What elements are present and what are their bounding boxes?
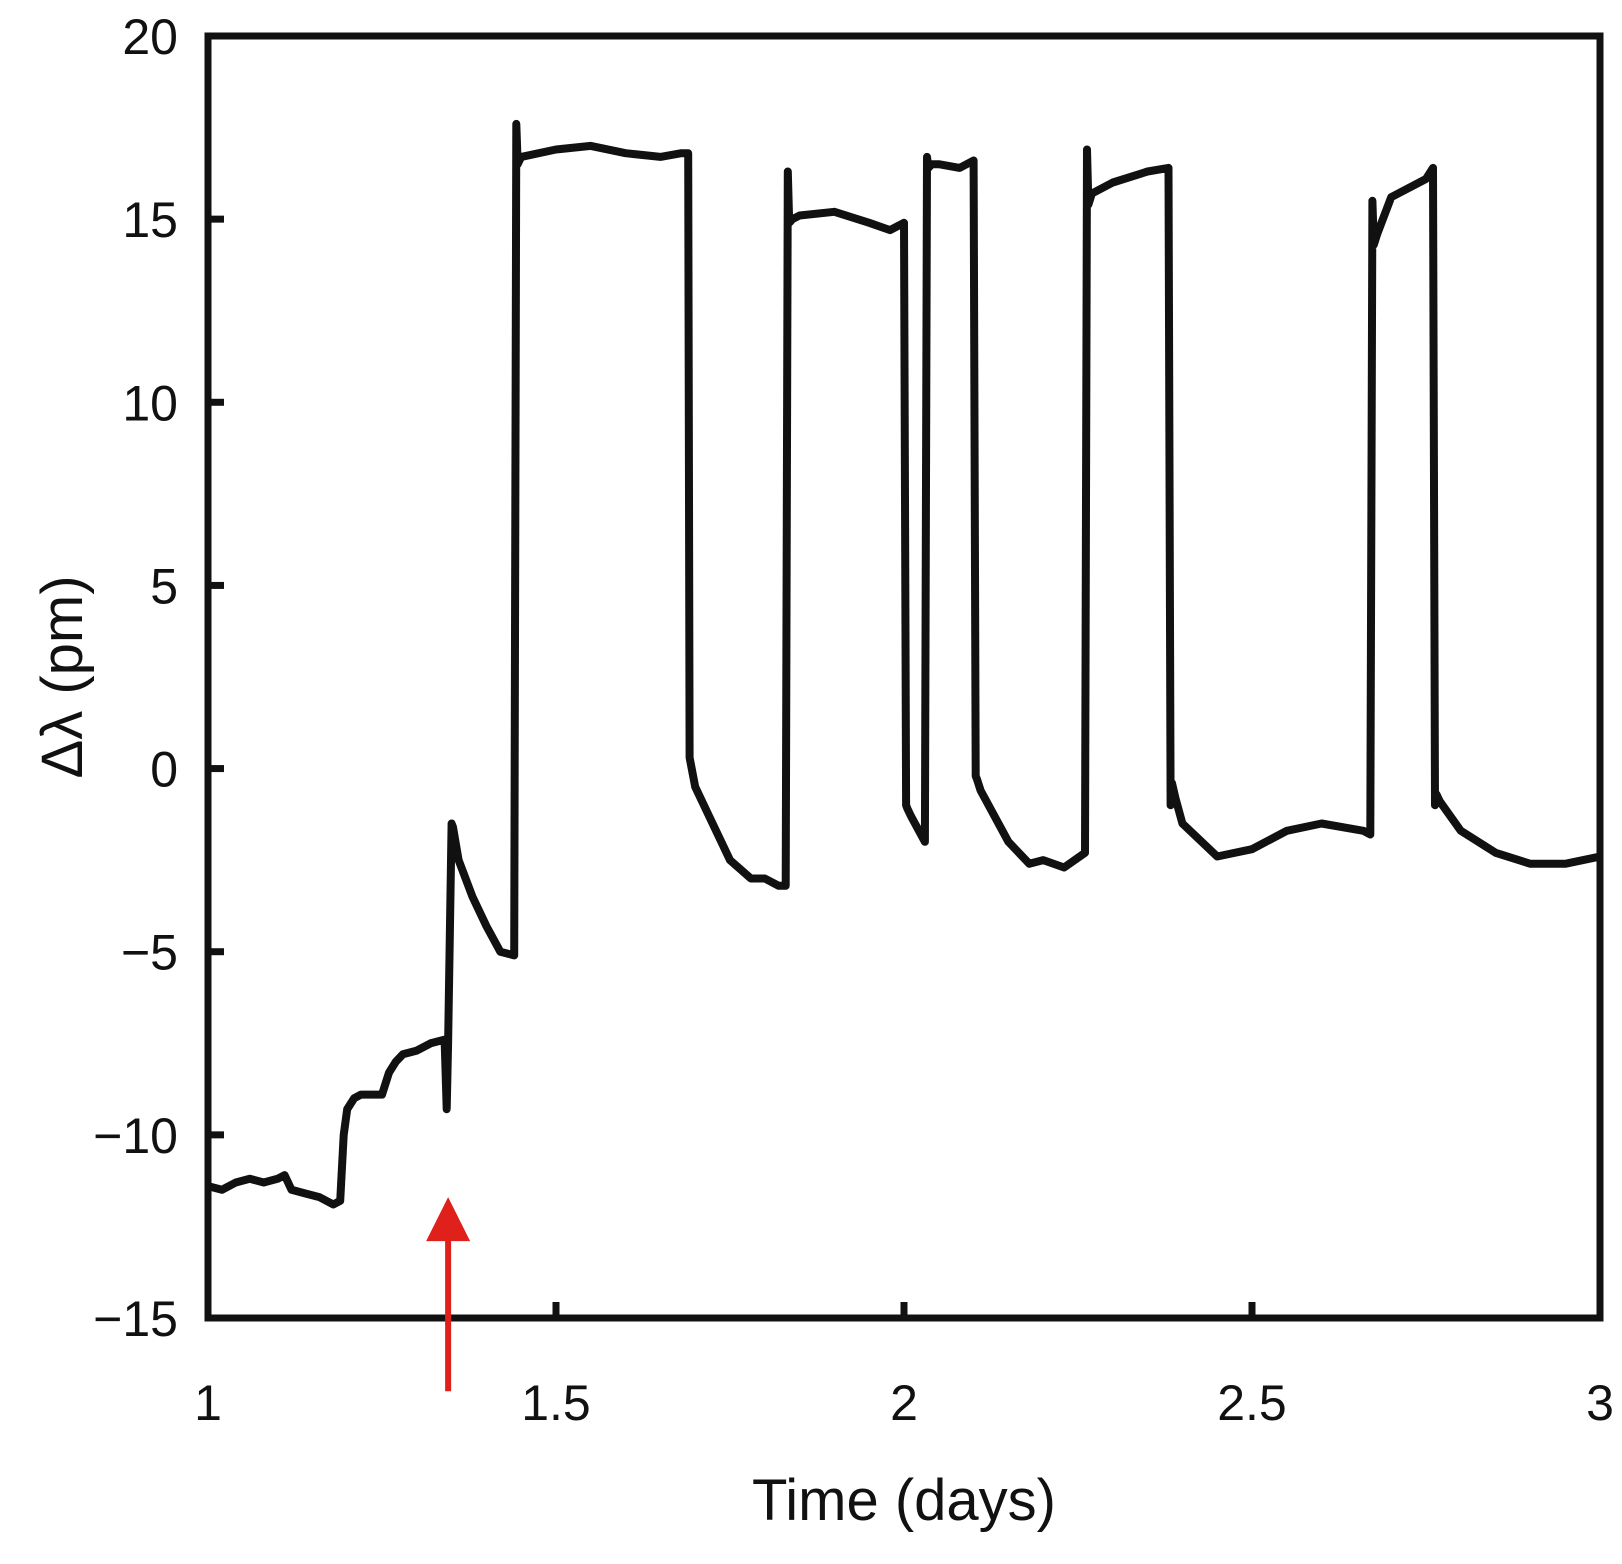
y-axis-label: Δλ (pm) bbox=[30, 575, 95, 778]
series-line bbox=[208, 119, 1600, 1209]
x-tick-label: 1 bbox=[194, 1375, 222, 1431]
y-tick-label: 0 bbox=[150, 742, 178, 798]
x-axis-label: Time (days) bbox=[752, 1468, 1056, 1533]
x-tick-label: 1.5 bbox=[521, 1375, 591, 1431]
y-tick-label: 10 bbox=[122, 375, 178, 431]
y-tick-label: −10 bbox=[93, 1108, 178, 1164]
y-tick-label: 5 bbox=[150, 558, 178, 614]
x-tick-labels: 1 1.5 2 2.5 3 bbox=[194, 1375, 1614, 1431]
y-tick-label: 15 bbox=[122, 192, 178, 248]
arrow-head bbox=[426, 1197, 471, 1242]
x-tick-label: 2 bbox=[890, 1375, 918, 1431]
x-tick-label: 3 bbox=[1586, 1375, 1614, 1431]
tick-marks bbox=[204, 32, 1604, 1322]
y-tick-label: −15 bbox=[93, 1291, 178, 1347]
y-tick-label: −5 bbox=[121, 925, 178, 981]
y-tick-labels: −15 −10 −5 0 5 10 15 20 bbox=[93, 9, 178, 1347]
x-tick-label: 2.5 bbox=[1217, 1375, 1287, 1431]
annotations bbox=[426, 1197, 471, 1392]
y-tick-label: 20 bbox=[122, 9, 178, 65]
